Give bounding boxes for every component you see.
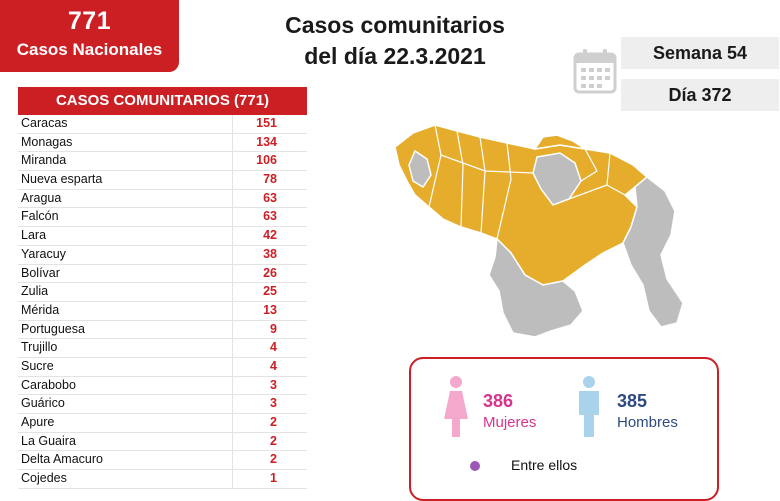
state-cases: 63 xyxy=(232,189,307,208)
table-row: Bolívar 26 xyxy=(18,264,307,284)
state-name: Portuguesa xyxy=(21,321,85,336)
gender-breakdown-box: 386 Mujeres 385 Hombres xyxy=(409,357,719,501)
table-row: Carabobo 3 xyxy=(18,376,307,396)
table-row: Yaracuy 38 xyxy=(18,245,307,265)
map-region-inactive-south xyxy=(488,237,584,338)
national-cases-label: Casos Nacionales xyxy=(16,40,163,59)
bullet-icon xyxy=(470,461,480,471)
state-cases: 2 xyxy=(232,432,307,451)
table-row: La Guaira 2 xyxy=(18,432,307,452)
table-header: CASOS COMUNITARIOS (771) xyxy=(18,87,307,115)
page-title: Casos comunitarios del día 22.3.2021 xyxy=(260,10,530,72)
table-row: Trujillo 4 xyxy=(18,339,307,358)
state-name: Yaracuy xyxy=(21,246,66,261)
state-name: Cojedes xyxy=(21,471,67,486)
state-name: Trujillo xyxy=(21,340,58,355)
day-box: Día 372 xyxy=(621,79,779,111)
table-row: Cojedes 1 xyxy=(18,470,307,489)
venezuela-map xyxy=(394,124,684,338)
table-row: Zulia 25 xyxy=(18,283,307,302)
national-cases-badge: 771 Casos Nacionales xyxy=(0,0,179,72)
state-name: Guárico xyxy=(21,396,65,411)
table-body: Caracas 151 Monagas 134 Miranda 106 Nueva espa… xyxy=(18,115,307,489)
state-cases: 9 xyxy=(232,320,307,339)
state-cases: 2 xyxy=(232,414,307,432)
table-row: Delta Amacuro 2 xyxy=(18,451,307,471)
table-row: Miranda 106 xyxy=(18,152,307,172)
men-label: Hombres xyxy=(617,414,678,431)
state-cases: 25 xyxy=(232,283,307,301)
calendar-icon xyxy=(573,49,617,94)
state-name: Nueva esparta xyxy=(21,172,103,187)
state-cases: 2 xyxy=(232,451,307,470)
state-name: Delta Amacuro xyxy=(21,452,103,467)
men-count: 385 xyxy=(617,391,648,411)
man-icon xyxy=(579,376,599,437)
state-name: Apure xyxy=(21,415,55,429)
state-name: Monagas xyxy=(21,134,73,149)
state-name: Miranda xyxy=(21,153,67,168)
state-cases: 38 xyxy=(232,245,307,264)
table-row: Lara 42 xyxy=(18,227,307,246)
community-cases-table: CASOS COMUNITARIOS (771) Caracas 151 Monag… xyxy=(18,87,307,489)
state-cases: 26 xyxy=(232,264,307,283)
week-box: Semana 54 xyxy=(621,37,779,69)
title-line-2: del día 22.3.2021 xyxy=(304,43,486,69)
state-name: Aragua xyxy=(21,190,62,205)
state-name: Sucre xyxy=(21,358,54,373)
state-name: Caracas xyxy=(21,116,68,130)
state-cases: 63 xyxy=(232,208,307,227)
state-cases: 42 xyxy=(232,227,307,245)
table-row: Sucre 4 xyxy=(18,357,307,377)
state-name: Lara xyxy=(21,228,47,243)
state-cases: 3 xyxy=(232,376,307,395)
map-region-active-north xyxy=(533,134,586,151)
women-label: Mujeres xyxy=(483,414,537,431)
table-row: Guárico 3 xyxy=(18,395,307,414)
table-row: Apure 2 xyxy=(18,414,307,433)
table-row: Monagas 134 xyxy=(18,133,307,153)
state-name: Carabobo xyxy=(21,377,76,392)
table-row: Aragua 63 xyxy=(18,189,307,209)
table-row: Falcón 63 xyxy=(18,208,307,228)
national-cases-count: 771 xyxy=(67,7,112,35)
table-row: Nueva esparta 78 xyxy=(18,171,307,190)
state-cases: 3 xyxy=(232,395,307,413)
woman-icon xyxy=(444,376,468,437)
state-name: Bolívar xyxy=(21,265,60,280)
state-cases: 4 xyxy=(232,339,307,357)
state-cases: 4 xyxy=(232,357,307,376)
state-cases: 106 xyxy=(232,152,307,171)
map-region-inactive-zulia xyxy=(408,149,432,189)
women-count: 386 xyxy=(483,391,514,411)
title-line-1: Casos comunitarios xyxy=(285,12,505,38)
state-cases: 78 xyxy=(232,171,307,189)
note-text: Entre ellos xyxy=(511,457,578,473)
table-row: Mérida 13 xyxy=(18,301,307,321)
state-name: Zulia xyxy=(21,284,49,299)
state-cases: 151 xyxy=(232,115,307,133)
map-region-active xyxy=(394,124,649,286)
map-region-inactive-east xyxy=(622,176,684,328)
table-row: Portuguesa 9 xyxy=(18,320,307,340)
state-name: Falcón xyxy=(21,209,59,224)
state-name: Mérida xyxy=(21,302,60,317)
state-cases: 1 xyxy=(232,470,307,488)
state-cases: 13 xyxy=(232,301,307,320)
state-cases: 134 xyxy=(232,133,307,152)
state-name: La Guaira xyxy=(21,433,76,448)
table-row: Caracas 151 xyxy=(18,115,307,134)
